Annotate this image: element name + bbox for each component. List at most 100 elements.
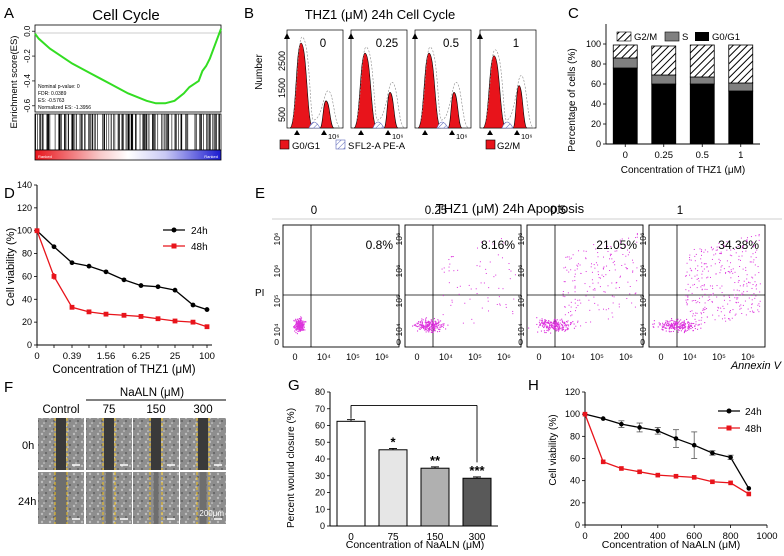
b-s-phase <box>501 121 514 129</box>
e-dot-core <box>570 322 572 324</box>
e-dot-upper <box>588 299 590 301</box>
e-dot-upper <box>739 305 741 307</box>
e-dot-core <box>553 327 556 329</box>
e-dot-upper <box>736 302 738 304</box>
c-bar-g0g1 <box>651 83 677 145</box>
e-dot-core <box>299 321 301 323</box>
panel-e-title: THZ1 (μM) 24h Apoptosis <box>436 201 585 216</box>
e-dot-upper <box>564 314 566 316</box>
e-dot-upper <box>597 252 599 254</box>
e-dot-upper <box>695 321 697 323</box>
e-dot-core <box>419 326 421 328</box>
e-dot-upper <box>716 246 718 248</box>
e-dot-core <box>550 324 553 326</box>
b-tick-arrow <box>294 130 300 135</box>
e-dot-upper <box>709 285 711 287</box>
e-dot-core <box>571 322 573 324</box>
e-dot-core <box>297 328 299 330</box>
e-dot-core <box>443 323 445 325</box>
e-dot-upper <box>737 275 739 277</box>
e-dot-core <box>427 325 429 327</box>
c-legend-g2m-label: G2/M <box>634 32 657 43</box>
e-dot-core <box>297 326 300 328</box>
e-dot-core <box>427 328 429 330</box>
e-dot-upper <box>565 329 567 331</box>
panel-d-xlabel: Concentration of THZ1 (μM) <box>52 364 195 376</box>
e-dot-upper <box>754 274 756 276</box>
e-dot-upper <box>718 258 720 260</box>
c-legend-g0g1-swatch <box>695 32 709 41</box>
e-dot-upper <box>750 261 752 263</box>
e-dot-core <box>557 330 560 332</box>
e-dot-upper <box>735 313 737 315</box>
d-point-24h <box>86 263 92 269</box>
d-point-24h <box>155 284 161 290</box>
e-dot-upper <box>716 249 718 251</box>
e-dot-upper <box>706 288 708 290</box>
e-dot-upper <box>729 272 731 274</box>
e-dot-upper <box>689 274 691 276</box>
e-dot-core <box>298 318 300 320</box>
e-dot-upper <box>690 259 692 261</box>
e-dot-upper <box>711 258 713 260</box>
d-legend-24h-label: 24h <box>191 226 208 237</box>
e-dot-core <box>295 321 297 323</box>
e-dot-upper <box>695 312 697 314</box>
h-point-48h <box>600 459 606 465</box>
e-dot-core <box>541 322 543 324</box>
h-point-48h <box>619 466 624 471</box>
e-dot-core <box>550 322 552 324</box>
h-point-48h <box>746 491 752 497</box>
e-dot-upper <box>602 308 604 310</box>
e-dot-upper <box>485 268 487 270</box>
e-dot-core <box>421 324 423 326</box>
e-dot-upper <box>636 234 638 236</box>
e-dot-upper <box>704 263 706 265</box>
e-dot-core <box>443 324 445 326</box>
e-dot-upper <box>707 276 709 278</box>
panel-e-letter: E <box>255 185 265 202</box>
e-dot-core <box>669 327 671 329</box>
e-dot-core <box>664 327 666 329</box>
e-dot-core <box>683 324 685 326</box>
e-dot-upper <box>746 285 748 287</box>
b-xtick-label: 10⁶ <box>392 132 403 141</box>
panel-b-yticks: 500 1500 2500 <box>277 51 287 122</box>
e-dot-upper <box>570 257 572 259</box>
e-dot-core <box>301 322 303 324</box>
d-legend-48h-label: 48h <box>191 242 208 253</box>
b-g2m-peak <box>447 91 463 129</box>
e-dot-core <box>299 317 301 320</box>
e-dot-core <box>680 330 682 332</box>
e-dot-core <box>547 322 550 324</box>
e-dot-upper <box>620 242 622 244</box>
c-ytick-label: 100 <box>586 39 601 49</box>
e-dot-core <box>558 323 560 325</box>
e-dot-upper <box>755 285 757 287</box>
e-dot-core <box>555 319 557 321</box>
e-dot-upper <box>632 271 634 273</box>
g-ytick-label: 70 <box>315 404 325 414</box>
e-dot-core <box>301 321 303 323</box>
h-point-48h <box>582 411 588 417</box>
e-dot-core <box>691 326 694 329</box>
c-bar-g2m <box>651 45 677 76</box>
e-dot-upper <box>730 269 732 271</box>
e-dot-core <box>415 325 417 327</box>
e-dot-core <box>564 330 566 332</box>
e-dot-upper <box>693 248 695 250</box>
d-line-24h <box>36 230 208 311</box>
e-dot-core <box>540 330 542 332</box>
e-dot-core <box>688 329 690 331</box>
e-dot-upper <box>749 261 751 263</box>
e-dot-upper <box>730 262 732 264</box>
b-tick-arrow <box>449 130 455 135</box>
panel-h-letter: H <box>528 377 539 394</box>
e-dot-upper <box>498 296 500 298</box>
g-significance: ** <box>430 453 441 468</box>
e-dot-core <box>547 330 549 332</box>
e-dot-upper <box>632 262 634 264</box>
e-dot-upper <box>593 244 595 246</box>
e-dot-core <box>693 322 695 325</box>
e-dot-core <box>677 322 679 324</box>
